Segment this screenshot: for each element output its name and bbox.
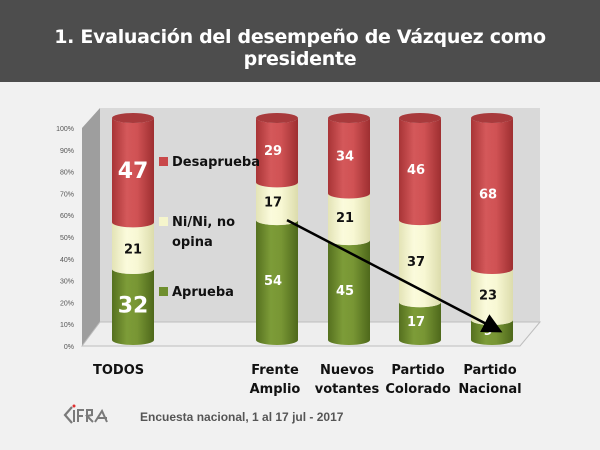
y-tick-label: 40% [60,257,74,264]
bar-top-cap [112,113,154,123]
bar-segment-desaprueba [256,118,298,188]
data-label: 23 [479,288,497,303]
y-tick-label: 80% [60,170,74,177]
chart-side-wall [82,108,100,346]
y-tick-label: 100% [56,126,74,133]
legend-swatch [159,217,168,226]
bar-top-cap [328,113,370,123]
x-tick-label: Partido [391,363,444,378]
y-tick-label: 10% [60,322,74,329]
legend-label: Aprueba [172,285,234,300]
bar-top-cap [256,113,298,123]
bar-stack-nuevos-votantes: 45 21 34 [328,113,370,345]
data-label: 47 [118,159,149,184]
bar-segment-aprueba [399,302,441,345]
x-tick-label: Partido [463,363,516,378]
legend-entry-desaprueba: Desaprueba [159,155,260,170]
legend-label: Ni/Ni, no [172,215,235,230]
bar-segment-aprueba [112,268,154,345]
header-band [0,0,600,82]
bar-segment-desaprueba [399,118,441,226]
bar-stack-todos: 32 21 47 [112,113,154,345]
bar-top-cap [471,113,513,123]
y-tick-label: 70% [60,191,74,198]
bar-segment-ni-ni-no-opina [399,220,441,308]
bar-segment-aprueba [328,240,370,345]
legend-entry-aprueba: Aprueba [159,285,234,300]
bar-stack-partido-colorado: 17 37 46 [399,113,441,345]
y-tick-label: 0% [64,344,74,351]
legend-label: Desaprueba [172,155,260,170]
x-tick-label: Amplio [250,382,301,397]
data-label: 34 [336,150,354,165]
x-tick-label: Nacional [458,382,521,397]
data-label: 45 [336,284,354,299]
legend-label: opina [172,235,213,250]
bar-segment-desaprueba [112,118,154,228]
y-tick-label: 60% [60,213,74,220]
bar-segment-ni-ni-no-opina [471,268,513,326]
bar-segment-aprueba [256,220,298,345]
y-tick-label: 30% [60,279,74,286]
data-label: 46 [407,163,425,178]
data-label: 54 [264,274,282,289]
bar-top-cap [399,113,441,123]
bar-stack-frente-amplio: 54 17 29 [256,113,298,345]
legend-swatch [159,287,168,296]
trend-arrow [286,219,503,333]
data-label: 37 [407,255,425,270]
bar-segment-desaprueba [471,118,513,274]
x-tick-label: Colorado [385,382,450,397]
x-tick-label: votantes [315,382,380,397]
data-label: 17 [407,315,425,330]
data-label: 21 [336,211,354,226]
legend-entry-ni-ni-no-opina: Ni/Ni, no opina [159,215,235,250]
source-note: Encuesta nacional, 1 al 17 jul - 2017 [140,410,344,424]
x-tick-label: Nuevos [320,363,374,378]
bar-segment-ni-ni-no-opina [328,193,370,246]
y-tick-label: 50% [60,235,74,242]
data-label: 17 [264,195,282,210]
cifra-logo [63,404,108,424]
data-label: 29 [264,144,282,159]
y-tick-label: 20% [60,300,74,307]
x-tick-label: Frente [251,363,299,378]
bar-segment-ni-ni-no-opina [112,222,154,274]
x-tick-label: TODOS [93,363,144,378]
data-label: 21 [124,243,142,258]
bar-segment-desaprueba [328,118,370,199]
y-tick-label: 90% [60,148,74,155]
bar-segment-ni-ni-no-opina [256,182,298,226]
data-label: 68 [479,187,497,202]
page-title: 1. Evaluación del desempeño de Vázquez c… [54,26,546,70]
legend-swatch [159,157,168,166]
data-label: 32 [118,293,149,318]
